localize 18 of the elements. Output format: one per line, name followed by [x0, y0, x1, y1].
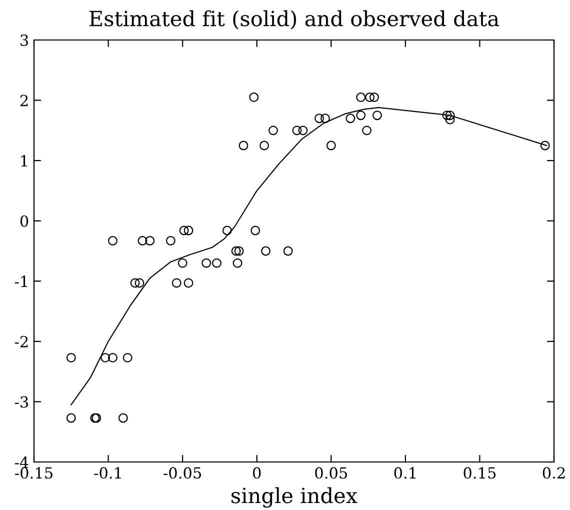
y-tick-label: -4	[14, 456, 28, 468]
y-tick-label: -2	[14, 336, 28, 348]
x-tick-label: 0.05	[315, 467, 347, 479]
y-tick-label: -3	[14, 396, 28, 408]
x-tick-label: -0.15	[15, 467, 52, 479]
x-tick-label: -0.1	[94, 467, 121, 479]
x-axis-title: single index	[232, 487, 358, 508]
y-tick-label: 0	[20, 215, 28, 227]
y-tick-label: 2	[20, 94, 28, 106]
y-tick-label: 3	[20, 34, 28, 46]
y-tick-label: 1	[21, 155, 27, 166]
chart-title: Estimated fit (solid) and observed data	[90, 10, 499, 30]
x-tick-label: 0.1	[394, 467, 416, 479]
x-tick-label: 0.15	[464, 467, 496, 479]
y-tick-label: -1	[14, 276, 27, 287]
x-tick-label: -0.05	[164, 467, 201, 479]
x-tick-label: 0	[253, 467, 261, 479]
x-tick-label: 0.2	[542, 467, 565, 479]
